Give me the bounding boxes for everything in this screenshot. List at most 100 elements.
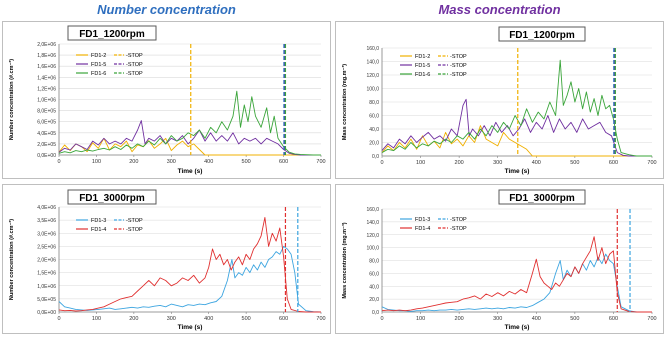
y-tick-label: 60,0 xyxy=(369,114,379,120)
legend-label: FD1-3 xyxy=(415,217,430,223)
x-tick-label: 500 xyxy=(570,316,579,322)
legend-label: FD1-6 xyxy=(91,71,106,77)
y-tick-label: 0,0E+00 xyxy=(37,153,56,159)
legend-label: FD1-4 xyxy=(415,226,430,232)
legend-stop-label: -STOP xyxy=(450,226,467,232)
y-tick-label: 1,4E+06 xyxy=(37,75,56,81)
series-line-fd1-3 xyxy=(381,253,652,313)
x-tick-label: 500 xyxy=(570,160,579,166)
y-tick-label: 0,0 xyxy=(372,310,379,316)
x-tick-label: 600 xyxy=(609,160,618,166)
series-line-fd1-2 xyxy=(381,125,652,157)
y-tick-label: 1,2E+06 xyxy=(37,86,56,92)
chart-title: FD1_3000rpm xyxy=(79,193,145,204)
y-tick-label: 0,0 xyxy=(372,154,379,160)
legend-label: FD1-4 xyxy=(91,227,106,233)
y-tick-label: 1,0E+06 xyxy=(37,284,56,290)
legend-label: FD1-5 xyxy=(415,63,430,69)
y-tick-label: 100,0 xyxy=(366,246,379,252)
legend-stop-label: -STOP xyxy=(450,63,467,69)
y-tick-label: 6,0E+05 xyxy=(37,120,56,126)
y-axis-label: Mass concentration (mg.m⁻³) xyxy=(341,222,348,298)
y-tick-label: 2,0E+05 xyxy=(37,142,56,148)
x-tick-label: 700 xyxy=(316,159,325,165)
chart-title-box xyxy=(67,25,157,41)
x-tick-label: 400 xyxy=(532,160,541,166)
number-concentration-header: Number concentration xyxy=(97,2,236,17)
legend-stop-label: -STOP xyxy=(126,218,143,224)
mass-concentration-header: Mass concentration xyxy=(438,2,561,17)
chart-mass-3000rpm: FD1_3000rpm 0,0 20,0 40,0 60,0 80,0 100,0 120,0… xyxy=(341,189,657,331)
y-tick-label: 60,0 xyxy=(369,271,379,277)
chart-number-3000rpm: FD1_3000rpm 0,0E+00 5,0E+05 1,0E+06 1,5E+06 2… xyxy=(8,189,326,331)
series-line-fd1-6 xyxy=(381,59,652,157)
y-axis-label: Number concentration (#.cm⁻³) xyxy=(8,59,15,140)
x-tick-label: 100 xyxy=(92,159,101,165)
y-tick-label: 160,0 xyxy=(366,207,379,213)
y-tick-label: 120,0 xyxy=(366,233,379,239)
y-tick-label: 140,0 xyxy=(366,220,379,226)
x-tick-label: 300 xyxy=(493,316,502,322)
panel-number-3000rpm: FD1_3000rpm 0,0E+00 5,0E+05 1,0E+06 1,5E+06 2… xyxy=(2,184,331,334)
series-line-fd1-4 xyxy=(381,236,652,313)
x-tick-label: 500 xyxy=(242,316,251,322)
x-tick-label: 400 xyxy=(204,159,213,165)
y-tick-label: 0,0E+00 xyxy=(37,310,56,316)
chart-title: FD1_1200rpm xyxy=(509,30,575,41)
chart-title: FD1_3000rpm xyxy=(509,193,575,204)
legend-label: FD1-3 xyxy=(91,218,106,224)
x-axis-label: Time (s) xyxy=(505,168,530,175)
y-tick-label: 4,0E+06 xyxy=(37,205,56,211)
x-tick-label: 0 xyxy=(57,316,60,322)
x-tick-label: 700 xyxy=(316,316,325,322)
legend-label: FD1-6 xyxy=(415,72,430,78)
legend-stop-label: -STOP xyxy=(126,227,143,233)
y-tick-label: 1,8E+06 xyxy=(37,53,56,59)
series-line-fd1-4 xyxy=(58,217,321,313)
x-tick-label: 0 xyxy=(380,316,383,322)
x-tick-label: 300 xyxy=(167,159,176,165)
x-tick-label: 300 xyxy=(493,160,502,166)
y-axis-label: Mass concentration (mg.m⁻³) xyxy=(341,64,348,140)
y-tick-label: 80,0 xyxy=(369,100,379,106)
x-tick-label: 200 xyxy=(455,316,464,322)
y-tick-label: 120,0 xyxy=(366,73,379,79)
y-tick-label: 100,0 xyxy=(366,87,379,93)
x-tick-label: 700 xyxy=(647,316,656,322)
x-axis-label: Time (s) xyxy=(178,168,203,175)
x-tick-label: 0 xyxy=(57,159,60,165)
y-tick-label: 140,0 xyxy=(366,60,379,66)
y-tick-label: 2,0E+06 xyxy=(37,42,56,48)
y-tick-label: 40,0 xyxy=(369,127,379,133)
series-line-fd1-3 xyxy=(58,245,322,313)
x-tick-label: 300 xyxy=(167,316,176,322)
y-tick-label: 20,0 xyxy=(369,141,379,147)
chart-mass-1200rpm: FD1_1200rpm 0,0 20,0 40,0 60,0 80,0 100,0 120,0… xyxy=(341,26,657,175)
y-tick-label: 80,0 xyxy=(369,259,379,265)
chart-number-1200rpm: FD1_1200rpm 0,0E+00 2,0E+05 4,0E+05 6,0E+05 8… xyxy=(8,25,326,175)
legend-stop-label: -STOP xyxy=(126,62,143,68)
y-tick-label: 1,6E+06 xyxy=(37,64,56,70)
legend-stop-label: -STOP xyxy=(126,71,143,77)
legend-label: FD1-2 xyxy=(415,54,430,60)
x-tick-label: 100 xyxy=(92,316,101,322)
y-tick-label: 8,0E+05 xyxy=(37,109,56,115)
panel-mass-3000rpm: FD1_3000rpm 0,0 20,0 40,0 60,0 80,0 100,0 120,0… xyxy=(335,184,664,334)
x-tick-label: 600 xyxy=(609,316,618,322)
y-tick-label: 1,5E+06 xyxy=(37,271,56,277)
y-tick-label: 4,0E+05 xyxy=(37,131,56,137)
x-tick-label: 400 xyxy=(532,316,541,322)
panel-mass-1200rpm: FD1_1200rpm 0,0 20,0 40,0 60,0 80,0 100,0 120,0… xyxy=(335,21,664,179)
legend-stop-label: -STOP xyxy=(450,54,467,60)
x-tick-label: 0 xyxy=(380,160,383,166)
chart-title: FD1_1200rpm xyxy=(79,29,145,40)
chart-title-box xyxy=(498,189,586,205)
x-tick-label: 400 xyxy=(204,316,213,322)
y-tick-label: 1,0E+06 xyxy=(37,98,56,104)
chart-title-box xyxy=(67,189,157,205)
series-line-fd1-5 xyxy=(381,98,652,157)
y-tick-label: 40,0 xyxy=(369,284,379,290)
series-line-fd1-5 xyxy=(58,120,321,156)
chart-title-box xyxy=(498,26,586,42)
y-tick-label: 2,5E+06 xyxy=(37,244,56,250)
